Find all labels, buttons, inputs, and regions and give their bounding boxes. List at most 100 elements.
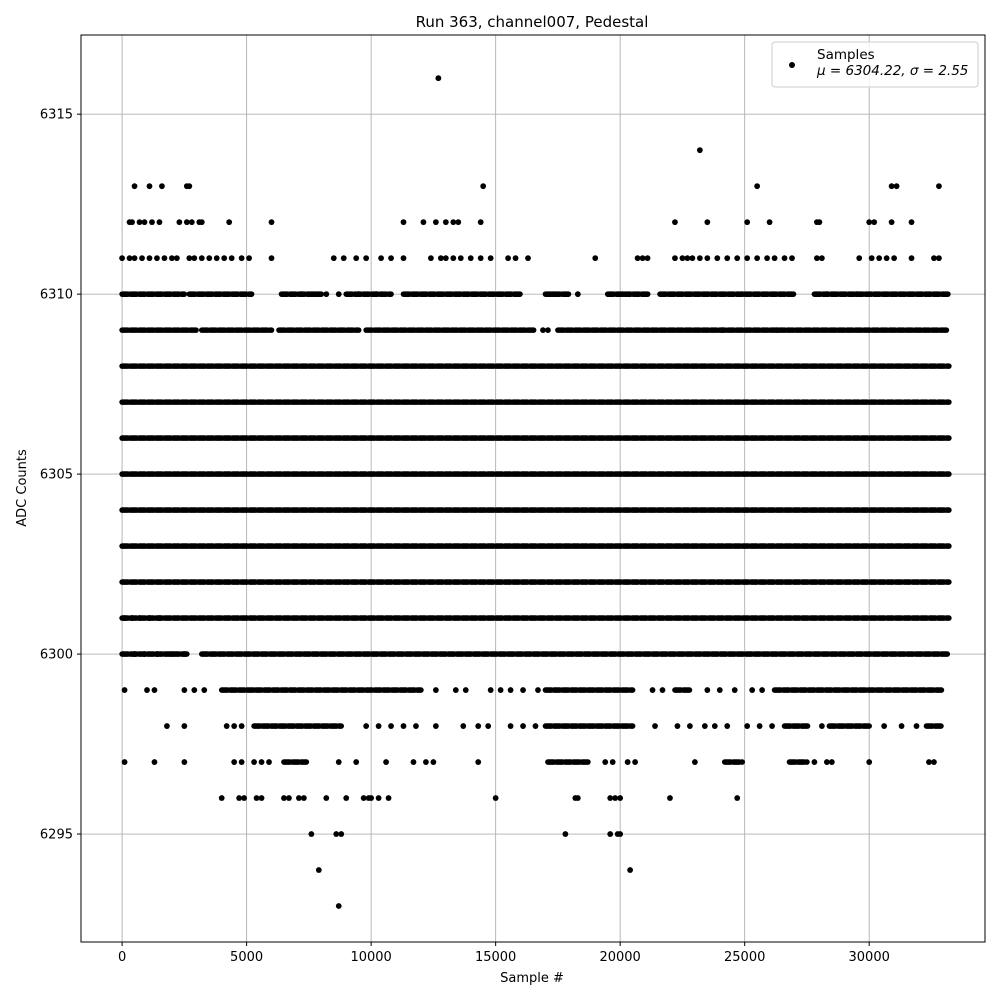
chart-title: Run 363, channel007, Pedestal (416, 13, 649, 31)
data-point (866, 759, 873, 765)
data-point (818, 255, 825, 262)
data-point (684, 255, 691, 262)
data-point (814, 255, 820, 262)
data-point (156, 219, 163, 226)
data-point (154, 651, 160, 657)
data-point (375, 723, 382, 729)
data-point (437, 255, 444, 262)
data-point (480, 183, 487, 190)
data-point (400, 219, 407, 226)
data-point (430, 759, 437, 765)
data-point (520, 723, 526, 729)
data-point (734, 255, 741, 262)
data-point (363, 723, 370, 729)
data-point (151, 759, 158, 765)
data-point (413, 723, 419, 729)
data-point (619, 291, 626, 298)
data-point (201, 687, 208, 693)
data-point (423, 759, 429, 765)
data-point (507, 723, 514, 729)
data-point (131, 255, 138, 262)
data-point (151, 687, 158, 693)
data-point (457, 255, 464, 262)
data-point (926, 759, 932, 765)
data-point (368, 795, 375, 801)
data-point (268, 219, 275, 226)
data-point (607, 795, 614, 801)
data-point (258, 759, 265, 765)
data-point (375, 795, 382, 801)
data-point (764, 255, 770, 262)
data-point (818, 723, 825, 729)
data-point (246, 255, 252, 262)
data-point (749, 687, 756, 693)
data-point (323, 291, 330, 298)
data-point (355, 291, 362, 298)
data-point (739, 291, 746, 298)
data-point (535, 687, 541, 693)
data-point (363, 255, 370, 262)
x-tick-label: 0 (118, 950, 126, 965)
data-point (388, 723, 394, 729)
data-point (353, 759, 360, 765)
data-point (913, 723, 920, 729)
data-point (149, 219, 155, 226)
data-point (724, 255, 731, 262)
data-point (754, 183, 761, 190)
data-point (173, 255, 180, 262)
x-tick-label: 20000 (599, 950, 640, 965)
data-point (512, 255, 519, 262)
data-point (183, 219, 190, 226)
data-point (338, 831, 345, 837)
data-point (335, 903, 342, 909)
data-point (119, 255, 125, 262)
data-point (121, 615, 128, 621)
data-point (353, 255, 360, 262)
data-point (460, 723, 467, 729)
data-point (766, 219, 773, 226)
data-point (931, 759, 937, 765)
data-point (908, 219, 915, 226)
data-point (191, 255, 198, 262)
data-point (129, 615, 135, 621)
data-point (696, 255, 703, 262)
data-point (281, 795, 287, 801)
data-point (181, 723, 188, 729)
x-tick-label: 5000 (230, 950, 263, 965)
data-point (475, 723, 482, 729)
data-point (213, 255, 220, 262)
data-point (223, 723, 230, 729)
data-point (450, 255, 457, 262)
data-point (159, 183, 165, 190)
data-point (704, 255, 711, 262)
data-point (141, 651, 148, 657)
x-tick-label: 10000 (350, 950, 391, 965)
data-point (612, 795, 619, 801)
data-point (266, 759, 272, 765)
data-point (609, 759, 616, 765)
data-point (724, 723, 731, 729)
data-point (432, 687, 439, 693)
data-point (296, 795, 302, 801)
data-point (823, 291, 830, 298)
data-point (734, 795, 741, 801)
data-point (634, 255, 641, 262)
data-point (679, 255, 686, 262)
data-point (236, 795, 243, 801)
data-point (432, 723, 439, 729)
data-point (876, 255, 883, 262)
data-point (188, 219, 195, 226)
data-point (756, 723, 763, 729)
data-point (410, 759, 417, 765)
data-point (853, 291, 860, 298)
data-point (206, 255, 213, 262)
data-point (226, 219, 233, 226)
data-point (181, 687, 188, 693)
data-point (624, 759, 631, 765)
data-point (487, 687, 494, 693)
data-point (931, 255, 937, 262)
data-point (131, 183, 138, 190)
y-tick-label: 6305 (40, 468, 73, 483)
data-point (477, 255, 484, 262)
data-point (388, 255, 394, 262)
